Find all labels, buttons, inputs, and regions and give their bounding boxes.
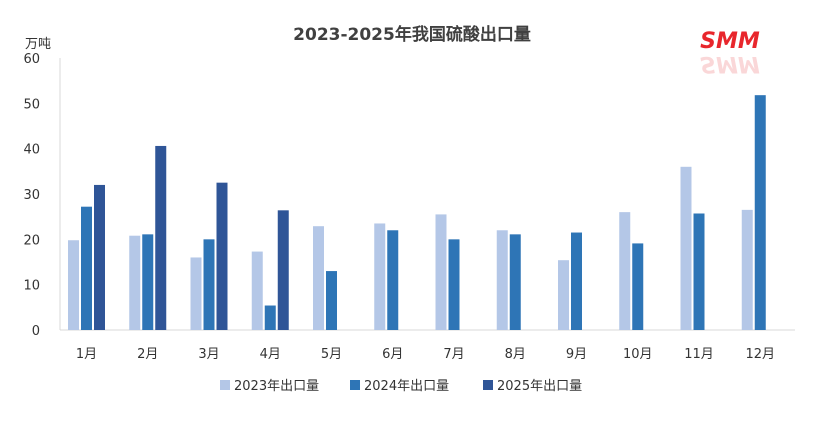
bar-2023年出口量-2月 <box>129 235 141 330</box>
bar-2024年出口量-1月 <box>81 206 92 330</box>
x-tick-label: 1月 <box>76 347 97 362</box>
x-tick-label: 12月 <box>745 347 775 362</box>
bar-2024年出口量-6月 <box>387 230 399 330</box>
bar-2023年出口量-11月 <box>680 166 692 330</box>
bar-2024年出口量-10月 <box>632 243 644 330</box>
bar-2025年出口量-1月 <box>94 184 105 330</box>
bar-2023年出口量-1月 <box>68 240 79 330</box>
bar-2023年出口量-4月 <box>251 251 263 330</box>
y-tick-label: 50 <box>23 97 40 112</box>
legend-swatch <box>483 380 493 390</box>
bar-2023年出口量-9月 <box>558 260 569 330</box>
bar-2024年出口量-8月 <box>509 234 521 330</box>
y-tick-label: 60 <box>23 52 40 67</box>
y-tick-label: 30 <box>23 188 40 203</box>
bar-2024年出口量-7月 <box>448 239 460 330</box>
bar-2024年出口量-3月 <box>203 239 215 330</box>
bar-2023年出口量-3月 <box>190 257 202 330</box>
y-tick-label: 40 <box>23 143 40 158</box>
legend-swatch <box>350 380 360 390</box>
y-tick-label: 10 <box>23 279 40 294</box>
bars <box>68 95 766 330</box>
x-tick-label: 8月 <box>505 347 526 362</box>
bar-2023年出口量-5月 <box>313 226 324 330</box>
smm-logo-text: SMM <box>700 29 760 54</box>
x-tick-label: 11月 <box>684 347 714 362</box>
x-tick-label: 2月 <box>137 347 158 362</box>
x-tick-label: 6月 <box>382 347 403 362</box>
bar-2025年出口量-3月 <box>216 182 228 330</box>
y-axis-unit-label: 万吨 <box>25 37 51 52</box>
bar-2023年出口量-8月 <box>496 230 508 330</box>
bar-2024年出口量-2月 <box>142 234 154 330</box>
bar-2024年出口量-5月 <box>326 271 337 330</box>
x-tick-label: 3月 <box>198 347 219 362</box>
x-tick-label: 4月 <box>260 347 281 362</box>
bar-2023年出口量-6月 <box>374 223 386 330</box>
x-tick-label: 10月 <box>623 347 653 362</box>
bar-2024年出口量-12月 <box>754 95 766 330</box>
legend-label: 2023年出口量 <box>234 379 319 394</box>
bar-2023年出口量-7月 <box>435 214 447 330</box>
bar-2025年出口量-4月 <box>277 210 289 330</box>
legend-swatch <box>220 380 230 390</box>
bar-2025年出口量-2月 <box>155 145 167 330</box>
smm-logo: SMM SMM <box>700 29 760 76</box>
smm-logo-reflection: SMM <box>700 51 760 76</box>
bar-2023年出口量-12月 <box>741 209 753 330</box>
bar-2024年出口量-11月 <box>693 213 705 330</box>
x-tick-label: 9月 <box>566 347 587 362</box>
x-tick-label: 5月 <box>321 347 342 362</box>
legend-label: 2024年出口量 <box>364 379 449 394</box>
bar-2023年出口量-10月 <box>619 212 631 330</box>
bar-2024年出口量-4月 <box>264 305 276 330</box>
y-tick-label: 0 <box>32 324 40 339</box>
chart-title: 2023-2025年我国硫酸出口量 <box>293 24 531 45</box>
axes: 0 10 20 30 40 50 60 1月 2月 3月 4月 5月 6月 7月 8月 9月 10月 11月 12月 <box>23 52 795 362</box>
x-tick-label: 7月 <box>443 347 464 362</box>
y-tick-label: 20 <box>23 233 40 248</box>
legend: 2023年出口量 2024年出口量 2025年出口量 <box>220 379 582 394</box>
legend-label: 2025年出口量 <box>497 379 582 394</box>
bar-2024年出口量-9月 <box>571 232 582 330</box>
